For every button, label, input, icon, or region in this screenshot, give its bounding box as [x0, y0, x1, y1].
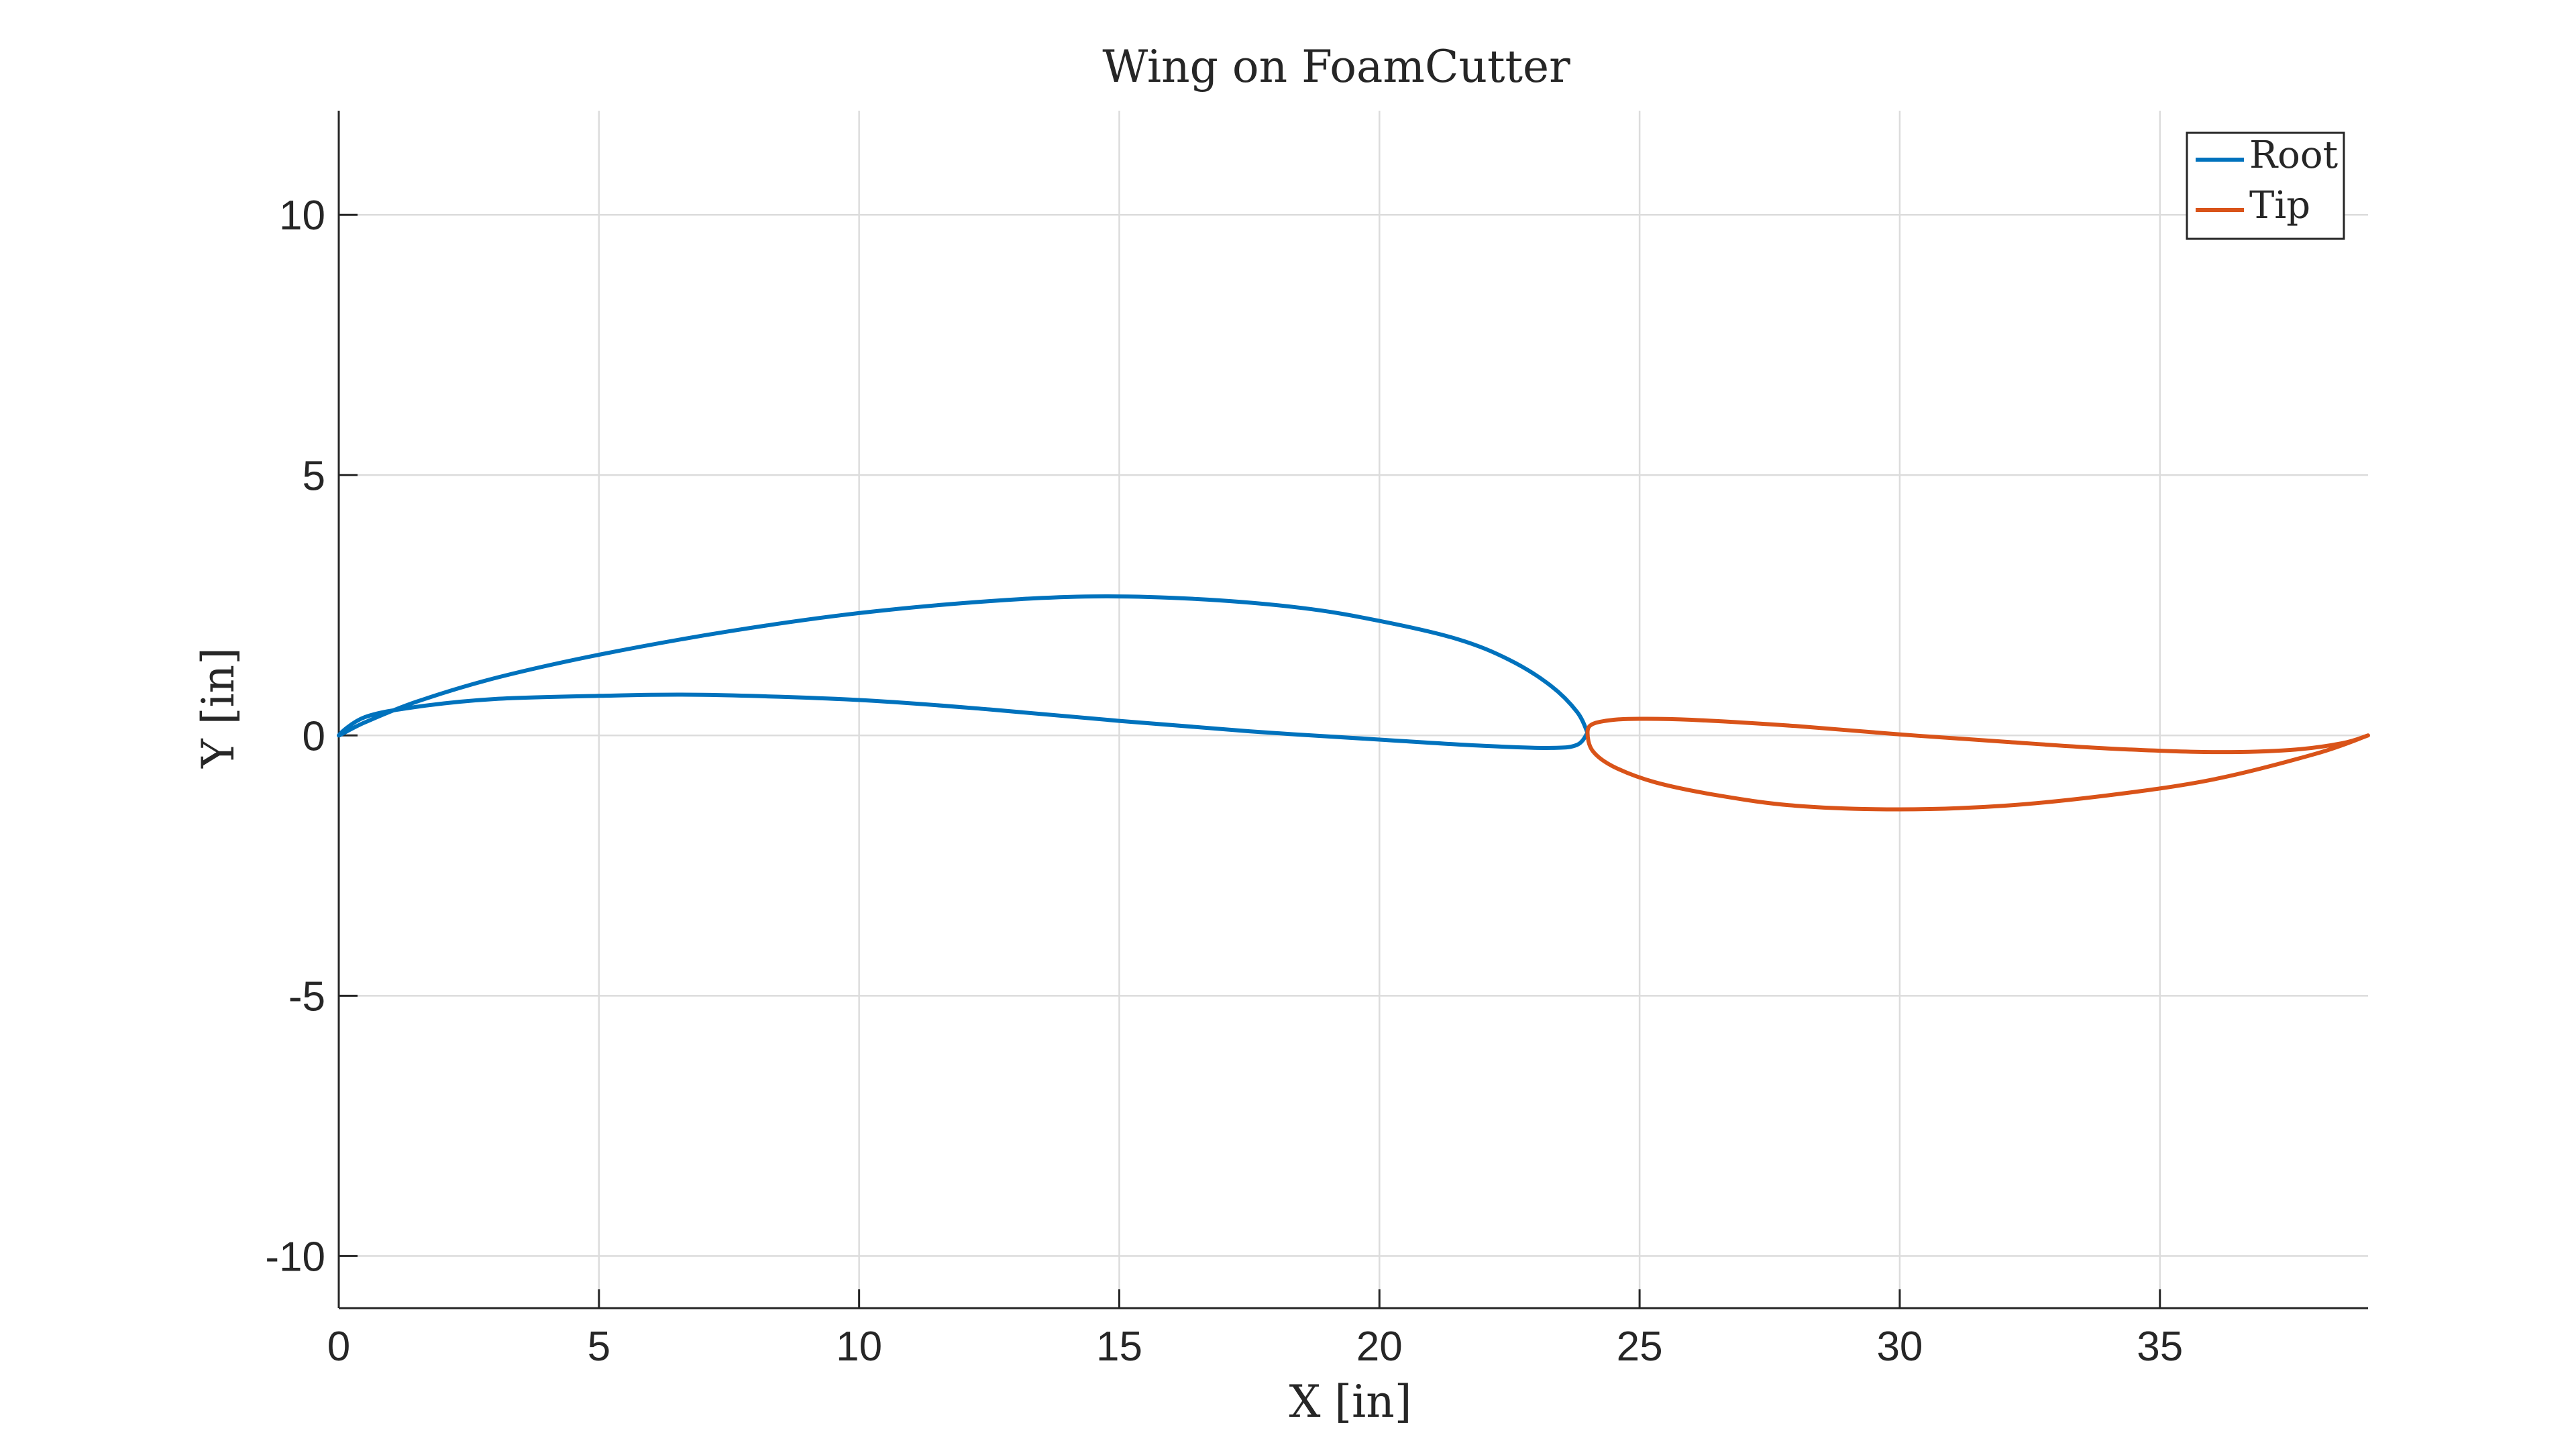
x-tick-label-4: 20 [1356, 1324, 1403, 1370]
y-tick-label-0: -10 [265, 1234, 325, 1280]
plot-area [337, 594, 2370, 812]
legend-label-tip: Tip [2249, 184, 2310, 227]
x-tick-label-0: 0 [327, 1324, 350, 1370]
legend-box [2186, 131, 2345, 240]
legend-label-root: Root [2249, 133, 2339, 177]
y-tick-label-4: 10 [279, 193, 325, 239]
x-tick-label-5: 25 [1617, 1324, 1663, 1370]
grid [339, 111, 2368, 1308]
y-tick-label-1: -5 [288, 973, 325, 1020]
series-root-line [337, 594, 1590, 750]
x-tick-label-6: 30 [1876, 1324, 1923, 1370]
y-tick-label-2: 0 [303, 713, 325, 759]
legend: Root Tip [2186, 131, 2345, 240]
y-axis-label: Y [in] [193, 647, 244, 769]
chart-title: Wing on FoamCutter [1102, 41, 1570, 93]
x-tick-label-1: 5 [588, 1324, 610, 1370]
x-axis-label: X [in] [1289, 1376, 1411, 1428]
y-tick-label-3: 5 [303, 453, 325, 499]
x-tick-label-3: 15 [1096, 1324, 1142, 1370]
series-tip-line [1585, 716, 2370, 812]
x-tick-label-2: 10 [836, 1324, 882, 1370]
x-tick-label-7: 35 [2137, 1324, 2183, 1370]
axes [337, 111, 2368, 1309]
tick-labels: 0 5 10 15 20 25 30 35 -10 -5 0 5 10 [265, 193, 2183, 1370]
